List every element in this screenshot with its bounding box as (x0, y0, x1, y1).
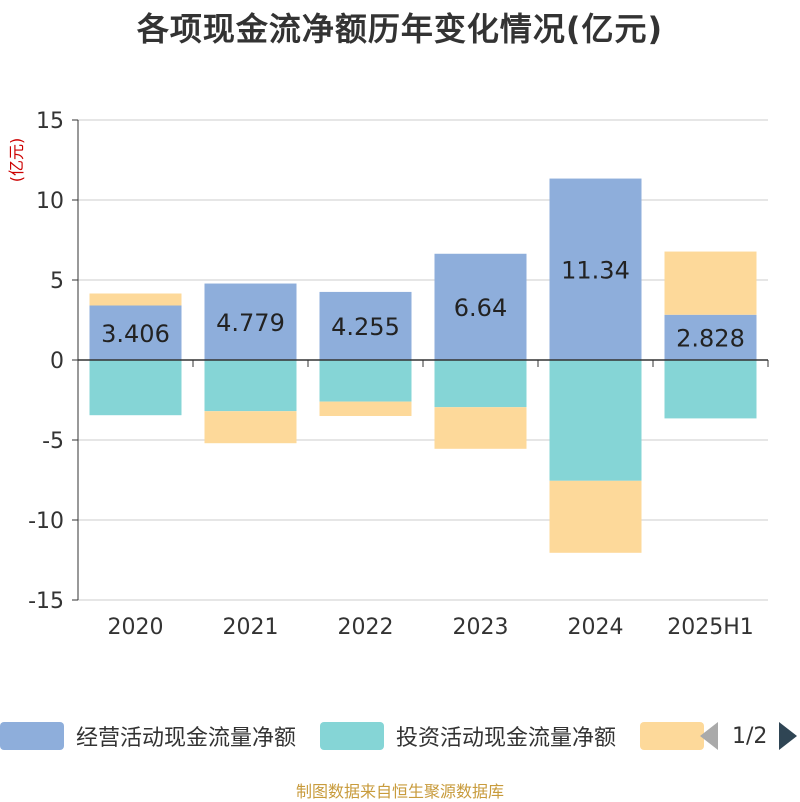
bar-2022-series-0 (319, 291, 412, 360)
y-axis-label: (亿元) (7, 138, 26, 183)
data-label: 6.64 (454, 294, 507, 322)
bar-2024-series-0 (549, 178, 642, 360)
bar-2021-series-0 (204, 283, 297, 360)
bar-2024-series-1 (549, 360, 642, 481)
bar-2023-series-1 (434, 360, 527, 408)
bar-2022-series-1 (319, 360, 412, 402)
bar-2021-series-1 (204, 360, 297, 412)
x-tick-label: 2021 (223, 615, 279, 640)
bar-2024-series-2 (549, 480, 642, 553)
bar-2023-series-0 (434, 253, 527, 360)
bar-2020-series-1 (89, 360, 182, 416)
cash-flow-chart: 15 10 5 0 -5 -10 -15 (亿元) 3.406 4.779 4.255 6.64 11.… (7, 109, 769, 640)
legend-item-financing[interactable] (640, 720, 704, 752)
bar-2025H1-series-1 (664, 360, 757, 419)
legend-next-icon[interactable] (779, 722, 798, 750)
legend-label-operating: 经营活动现金流量净额 (76, 726, 297, 751)
legend-prev-icon[interactable] (700, 722, 718, 750)
data-label: 4.255 (331, 313, 400, 341)
legend-swatch-investing (320, 722, 384, 750)
legend-swatch-financing (640, 722, 704, 750)
x-tick-label: 2025H1 (667, 615, 754, 640)
legend-pager: 1/2 (700, 720, 798, 752)
bar-2023-series-2 (434, 407, 527, 449)
data-label: 3.406 (101, 320, 170, 348)
data-label: 2.828 (676, 324, 745, 352)
legend-item-investing[interactable]: 投资活动现金流量净额 (320, 720, 616, 752)
y-tick-label: -5 (42, 429, 64, 454)
legend-label-investing: 投资活动现金流量净额 (396, 726, 617, 751)
x-tick-label: 2020 (108, 615, 164, 640)
chart-title: 各项现金流净额历年变化情况(亿元) (136, 10, 664, 48)
legend-item-operating[interactable]: 经营活动现金流量净额 (0, 720, 296, 752)
legend-swatch-operating (0, 722, 64, 750)
bar-2020-series-0 (89, 305, 182, 360)
y-tick-label: 15 (36, 109, 64, 134)
y-tick-label: 5 (50, 269, 64, 294)
y-tick-label: -15 (28, 589, 64, 614)
x-tick-label: 2024 (568, 615, 624, 640)
data-label: 4.779 (216, 309, 285, 337)
bar-2025H1-series-0 (664, 314, 757, 360)
bar-2020-series-2 (89, 293, 182, 306)
y-tick-label: 10 (36, 189, 64, 214)
data-label: 11.34 (561, 256, 630, 284)
legend-page-indicator: 1/2 (732, 723, 768, 749)
bar-2025H1-series-2 (664, 251, 757, 315)
bar-2022-series-2 (319, 401, 412, 416)
data-source-note: 制图数据来自恒生聚源数据库 (295, 782, 504, 801)
bar-2021-series-2 (204, 411, 297, 444)
x-tick-label: 2023 (453, 615, 509, 640)
legend: 经营活动现金流量净额 投资活动现金流量净额 1/2 (0, 716, 800, 756)
x-tick-label: 2022 (338, 615, 394, 640)
y-tick-label: -10 (28, 509, 64, 534)
y-tick-label: 0 (50, 349, 64, 374)
